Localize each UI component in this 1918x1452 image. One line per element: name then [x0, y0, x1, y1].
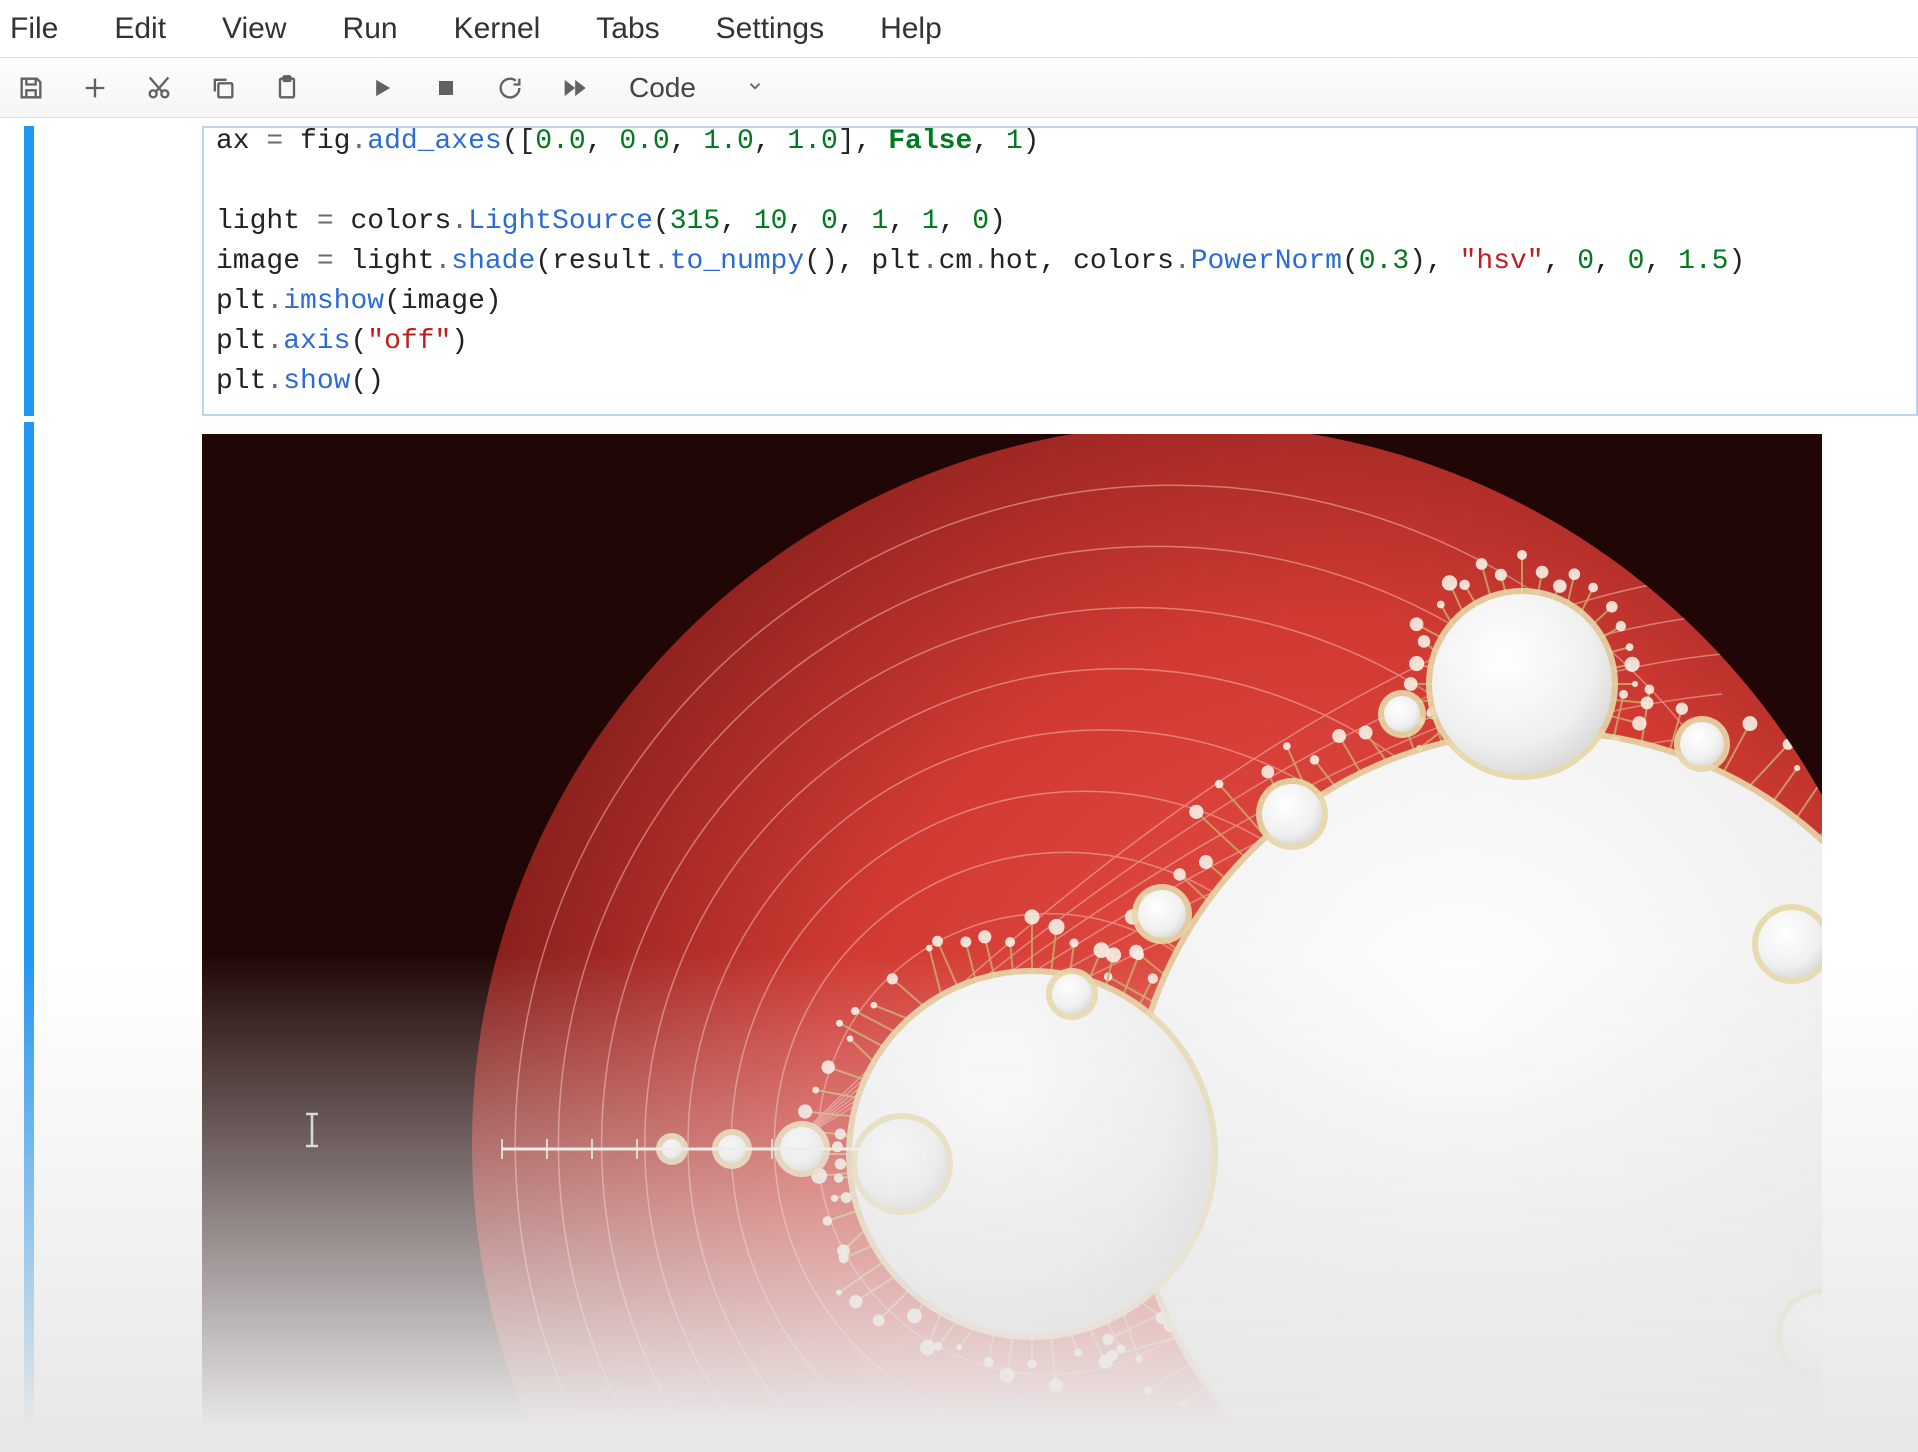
cell-select-bar	[24, 126, 34, 416]
code-cell[interactable]: ax = fig.add_axes([0.0, 0.0, 1.0, 1.0], …	[24, 126, 1918, 416]
cell-select-bar	[24, 422, 34, 1440]
menu-settings[interactable]: Settings	[688, 6, 852, 52]
menu-run[interactable]: Run	[315, 6, 426, 52]
cell-output	[202, 422, 1918, 1440]
add-cell-icon[interactable]	[78, 71, 112, 105]
cell-gutter	[36, 422, 202, 1440]
chevron-down-icon	[746, 75, 764, 101]
toolbar: Code	[0, 58, 1918, 118]
code-line: plt.imshow(image)	[216, 282, 1904, 322]
save-icon[interactable]	[14, 71, 48, 105]
notebook-area: ax = fig.add_axes([0.0, 0.0, 1.0, 1.0], …	[0, 118, 1918, 1440]
cut-icon[interactable]	[142, 71, 176, 105]
menu-edit[interactable]: Edit	[86, 6, 194, 52]
mandelbrot-output-image	[202, 434, 1822, 1440]
cell-gutter	[36, 126, 202, 416]
run-all-icon[interactable]	[557, 71, 591, 105]
paste-icon[interactable]	[270, 71, 304, 105]
code-line: light = colors.LightSource(315, 10, 0, 1…	[216, 202, 1904, 242]
copy-icon[interactable]	[206, 71, 240, 105]
code-line: plt.show()	[216, 362, 1904, 402]
celltype-label: Code	[629, 72, 696, 104]
fractal-svg	[202, 434, 1822, 1440]
code-line-blank	[216, 162, 1904, 202]
menu-file[interactable]: File	[10, 6, 86, 52]
code-editor[interactable]: ax = fig.add_axes([0.0, 0.0, 1.0, 1.0], …	[202, 126, 1918, 416]
toolbar-separator	[334, 73, 335, 103]
stop-icon[interactable]	[429, 71, 463, 105]
celltype-dropdown[interactable]: Code	[621, 70, 772, 106]
code-line: image = light.shade(result.to_numpy(), p…	[216, 242, 1904, 282]
output-cell	[24, 422, 1918, 1440]
code-line: ax = fig.add_axes([0.0, 0.0, 1.0, 1.0], …	[216, 126, 1904, 162]
restart-icon[interactable]	[493, 71, 527, 105]
code-line: plt.axis("off")	[216, 322, 1904, 362]
menu-kernel[interactable]: Kernel	[426, 6, 569, 52]
menu-help[interactable]: Help	[852, 6, 970, 52]
run-icon[interactable]	[365, 71, 399, 105]
menu-view[interactable]: View	[194, 6, 314, 52]
menubar: File Edit View Run Kernel Tabs Settings …	[0, 0, 1918, 58]
menu-tabs[interactable]: Tabs	[568, 6, 687, 52]
